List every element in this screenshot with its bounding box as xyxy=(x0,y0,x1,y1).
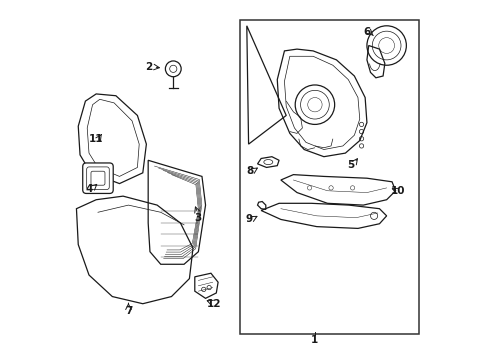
FancyBboxPatch shape xyxy=(83,163,113,193)
Text: 4: 4 xyxy=(85,184,93,194)
Text: 12: 12 xyxy=(207,299,222,309)
Text: 6: 6 xyxy=(363,27,370,37)
Bar xyxy=(240,21,419,334)
Text: 10: 10 xyxy=(391,186,406,197)
Text: 3: 3 xyxy=(195,213,202,222)
Text: 9: 9 xyxy=(245,215,252,224)
FancyBboxPatch shape xyxy=(87,167,109,189)
Text: 5: 5 xyxy=(347,160,354,170)
Text: 11: 11 xyxy=(89,134,103,144)
FancyBboxPatch shape xyxy=(91,171,105,185)
Text: 1: 1 xyxy=(311,335,318,345)
Text: 2: 2 xyxy=(145,62,152,72)
Text: 8: 8 xyxy=(246,166,253,176)
Text: 7: 7 xyxy=(125,306,132,316)
